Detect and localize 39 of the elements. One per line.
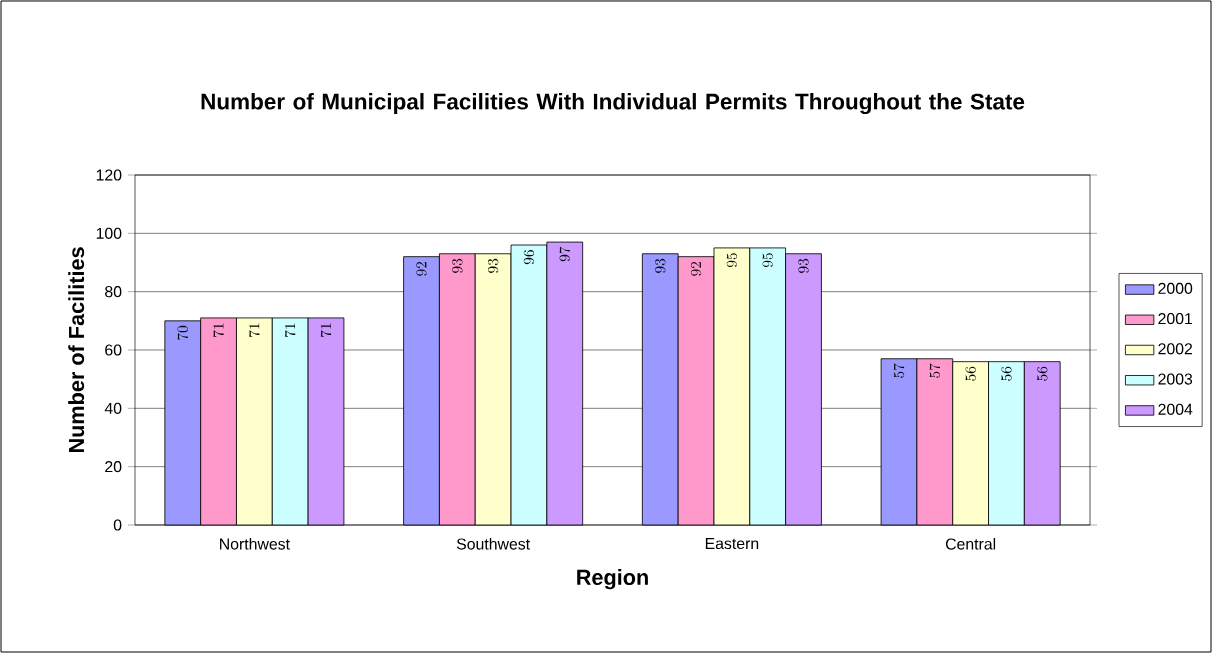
data-label: 71 — [213, 323, 224, 337]
data-label: 97 — [559, 246, 570, 262]
data-label: 96 — [523, 250, 535, 265]
y-axis-title: Number of Facilities — [68, 247, 85, 453]
legend-label: 2003 — [1158, 373, 1193, 385]
data-label: 71 — [320, 323, 332, 337]
data-label: 92 — [416, 261, 427, 276]
data-label: 71 — [284, 323, 296, 337]
data-label: 57 — [929, 363, 940, 378]
x-tick-label: Central — [945, 538, 996, 550]
data-label: 93 — [798, 258, 809, 273]
data-label: 92 — [690, 261, 702, 276]
y-tick-label: 100 — [96, 227, 122, 239]
data-label: 95 — [726, 253, 738, 268]
data-label: 56 — [965, 366, 976, 381]
legend-label: 2001 — [1158, 313, 1193, 325]
y-tick-label: 60 — [105, 344, 122, 356]
y-tick-label: 40 — [104, 402, 122, 414]
data-label: 71 — [249, 323, 260, 337]
y-tick-label: 120 — [96, 169, 122, 181]
x-tick-label: Northwest — [220, 538, 290, 550]
data-label: 93 — [452, 258, 463, 273]
data-label: 56 — [1001, 366, 1012, 381]
legend-label: 2002 — [1158, 343, 1193, 355]
data-label: 56 — [1037, 366, 1048, 381]
data-label: 93 — [655, 258, 666, 273]
data-label: 95 — [762, 253, 773, 268]
x-tick-label: Eastern — [705, 538, 759, 550]
data-label: 93 — [487, 258, 499, 273]
legend-label: 2004 — [1158, 403, 1193, 415]
y-tick-label: 20 — [105, 461, 122, 473]
data-label: 57 — [893, 363, 905, 378]
chart-title: Number of Municipal Facilities With Individual Permits Throughout the State — [201, 93, 1025, 115]
y-tick-label: 80 — [105, 286, 122, 298]
y-tick-label: 0 — [113, 519, 122, 531]
x-tick-label: Southwest — [456, 538, 530, 550]
legend-label: 2000 — [1158, 282, 1193, 294]
data-label: 70 — [177, 325, 188, 340]
x-axis-title: Region — [577, 569, 648, 590]
